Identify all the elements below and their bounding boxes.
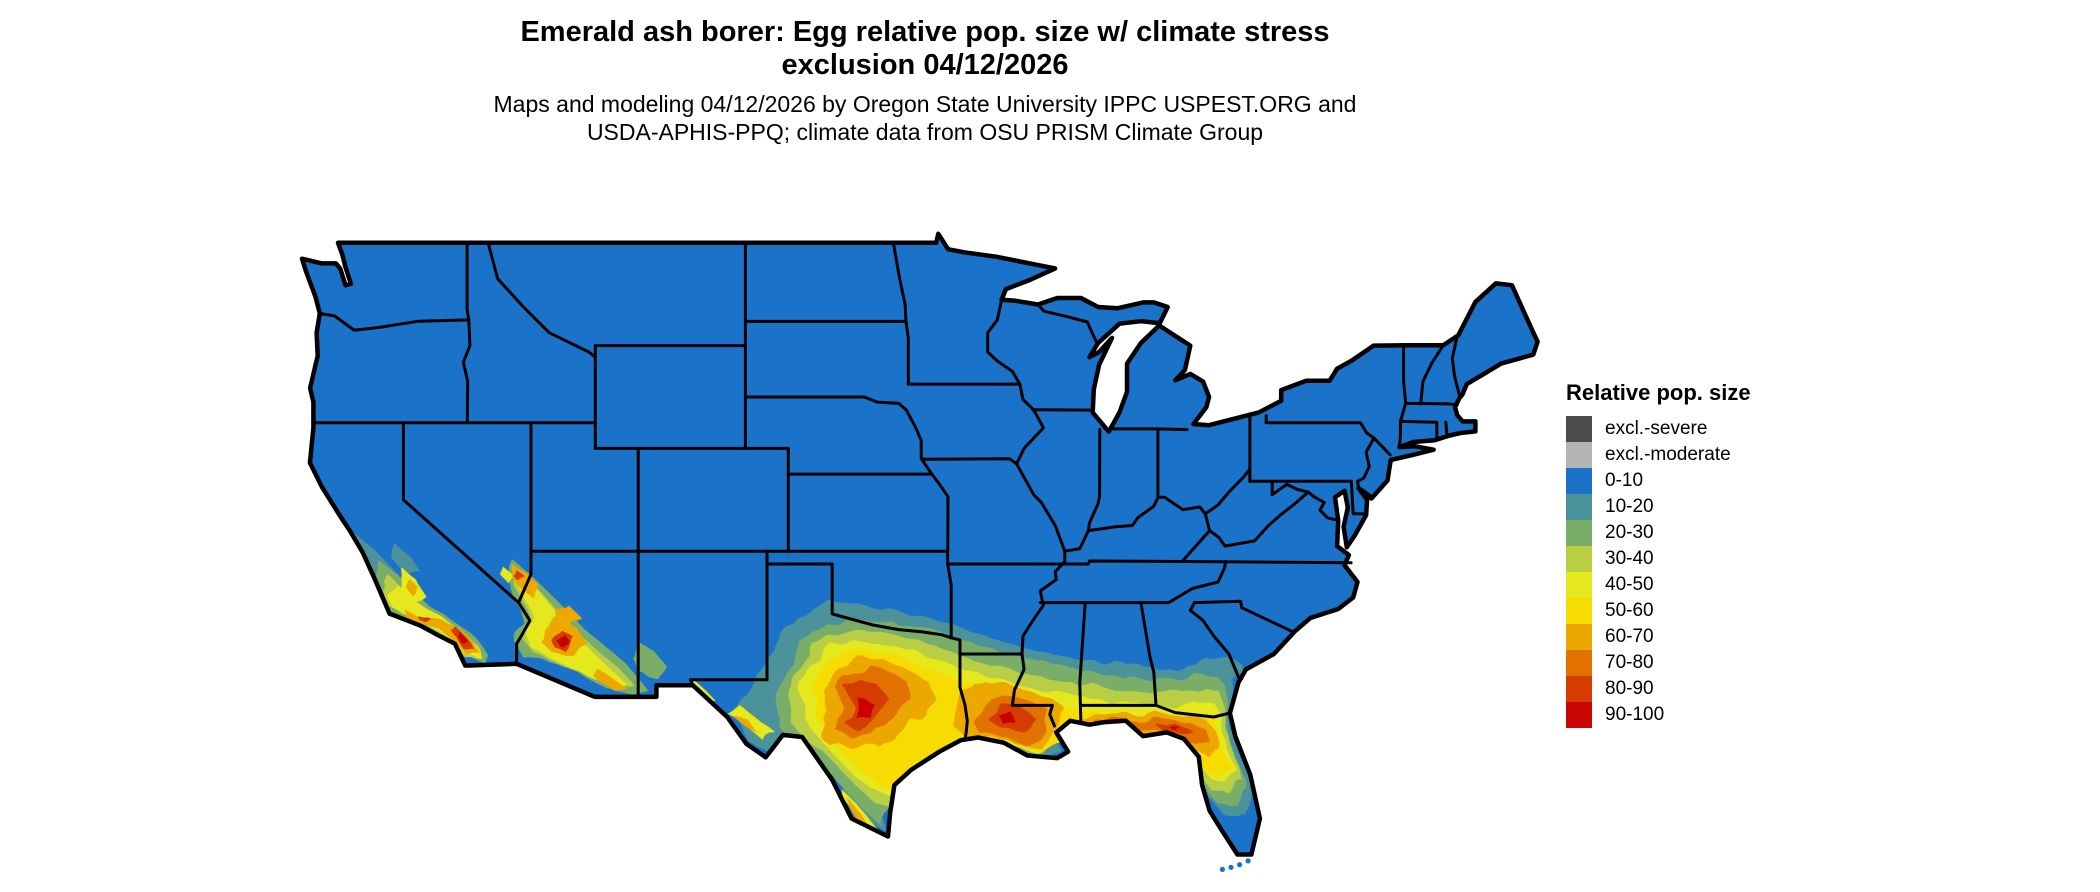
us-map-svg bbox=[299, 231, 1540, 873]
subtitle-line-1: Maps and modeling 04/12/2026 by Oregon S… bbox=[493, 91, 1357, 117]
conus-outline bbox=[299, 231, 1540, 857]
legend-label: 10-20 bbox=[1605, 496, 1654, 517]
legend-label: 90-100 bbox=[1605, 704, 1665, 725]
legend-label: 50-60 bbox=[1605, 600, 1654, 621]
legend-swatch bbox=[1566, 676, 1592, 702]
legend-label: excl.-severe bbox=[1605, 418, 1708, 439]
legend-row: 90-100 bbox=[1566, 702, 1751, 728]
legend-label: 40-50 bbox=[1605, 574, 1654, 595]
legend-swatch bbox=[1566, 546, 1592, 572]
state-borders bbox=[311, 241, 1461, 741]
legend-row: 20-30 bbox=[1566, 520, 1751, 546]
florida-keys-dots bbox=[1219, 858, 1251, 873]
legend-label: 60-70 bbox=[1605, 626, 1654, 647]
legend: Relative pop. size excl.-severe excl.-mod… bbox=[1566, 380, 1751, 728]
legend-row: 30-40 bbox=[1566, 546, 1751, 572]
page-subtitle: Maps and modeling 04/12/2026 by Oregon S… bbox=[0, 90, 1850, 146]
legend-swatch bbox=[1566, 598, 1592, 624]
subtitle-line-2: USDA-APHIS-PPQ; climate data from OSU PR… bbox=[586, 119, 1264, 145]
legend-row: excl.-severe bbox=[1566, 416, 1751, 442]
population-heat-layer bbox=[354, 533, 1255, 832]
legend-row: 70-80 bbox=[1566, 650, 1751, 676]
legend-swatch bbox=[1566, 494, 1592, 520]
legend-title: Relative pop. size bbox=[1566, 380, 1751, 405]
legend-swatch bbox=[1566, 624, 1592, 650]
legend-label: 30-40 bbox=[1605, 548, 1654, 569]
title-line-2: exclusion 04/12/2026 bbox=[781, 49, 1069, 81]
legend-swatch bbox=[1566, 468, 1592, 494]
legend-row: 0-10 bbox=[1566, 468, 1751, 494]
title-line-1: Emerald ash borer: Egg relative pop. siz… bbox=[520, 16, 1330, 48]
legend-row: excl.-moderate bbox=[1566, 442, 1751, 468]
legend-label: 80-90 bbox=[1605, 678, 1654, 699]
legend-row: 50-60 bbox=[1566, 598, 1751, 624]
legend-row: 80-90 bbox=[1566, 676, 1751, 702]
us-map bbox=[298, 224, 1544, 888]
legend-swatch bbox=[1566, 442, 1592, 468]
legend-swatch bbox=[1566, 702, 1592, 728]
legend-swatch bbox=[1566, 416, 1592, 442]
legend-row: 40-50 bbox=[1566, 572, 1751, 598]
legend-swatch bbox=[1566, 650, 1592, 676]
legend-swatch bbox=[1566, 520, 1592, 546]
legend-label: excl.-moderate bbox=[1605, 444, 1731, 465]
page-title: Emerald ash borer: Egg relative pop. siz… bbox=[0, 16, 1850, 82]
legend-label: 70-80 bbox=[1605, 652, 1654, 673]
legend-row: 10-20 bbox=[1566, 494, 1751, 520]
legend-swatch bbox=[1566, 572, 1592, 598]
legend-row: 60-70 bbox=[1566, 624, 1751, 650]
legend-rows: excl.-severe excl.-moderate 0-10 10-20 20-30… bbox=[1566, 416, 1751, 728]
legend-label: 20-30 bbox=[1605, 522, 1654, 543]
legend-label: 0-10 bbox=[1605, 470, 1644, 491]
